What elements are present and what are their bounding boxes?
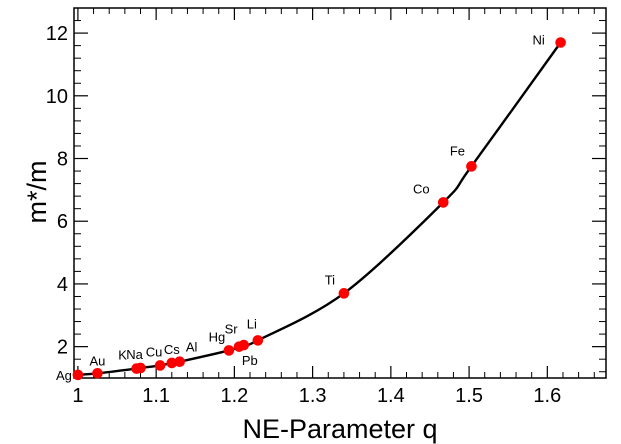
point-label-pb: Pb: [242, 353, 258, 368]
x-tick-label: 1: [72, 385, 83, 407]
point-label-ti: Ti: [325, 272, 335, 287]
point-label-co: Co: [413, 181, 430, 196]
data-point-cu: [154, 360, 166, 371]
point-label-ag: Ag: [56, 368, 72, 383]
data-point-ag: [72, 369, 84, 381]
x-tick-label: 1.6: [533, 385, 561, 407]
x-tick-label: 1.2: [220, 385, 248, 407]
point-label-au: Au: [90, 353, 106, 368]
axis-tick-labels: 1 1.1 1.2 1.3 1.4 1.5 1.6 2 4 6 8 10 12: [46, 23, 561, 407]
point-label-al: Al: [186, 340, 198, 355]
y-tick-label: 2: [57, 337, 68, 359]
axis-ticks: [74, 7, 606, 378]
plot-frame: [73, 7, 607, 379]
data-point-pb: [238, 339, 250, 351]
x-tick-label: 1.1: [142, 385, 170, 407]
point-label-na: Na: [126, 347, 143, 362]
data-point-al: [174, 356, 185, 367]
y-axis-label: m*/m: [22, 161, 52, 224]
data-point-au: [92, 367, 103, 379]
point-label-cs: Cs: [164, 342, 180, 357]
data-point-ti: [338, 288, 350, 299]
y-tick-label: 8: [57, 149, 68, 171]
x-axis-label: NE-Parameter q: [242, 414, 437, 444]
data-point-hg: [223, 345, 235, 356]
data-point-cs: [166, 357, 178, 369]
point-label-fe: Fe: [450, 143, 465, 158]
point-label-li: Li: [247, 316, 257, 331]
x-tick-label: 1.5: [455, 385, 483, 407]
data-markers: [72, 37, 566, 381]
point-label-k: K: [118, 348, 127, 363]
fit-curve: [77, 41, 562, 377]
y-tick-label: 10: [46, 86, 68, 108]
data-point-na: [135, 362, 146, 374]
data-point-fe: [466, 161, 477, 172]
data-point-li: [252, 335, 264, 346]
x-tick-label: 1.4: [377, 385, 405, 407]
data-point-co: [437, 197, 449, 208]
y-tick-label: 6: [57, 211, 68, 233]
y-tick-label: 4: [57, 274, 68, 296]
point-label-sr: Sr: [225, 322, 239, 337]
point-label-cu: Cu: [146, 344, 163, 359]
point-label-ni: Ni: [532, 32, 544, 47]
y-tick-label: 12: [46, 23, 68, 45]
x-tick-label: 1.3: [299, 385, 327, 407]
point-label-hg: Hg: [209, 329, 226, 344]
data-point-ni: [555, 37, 566, 48]
